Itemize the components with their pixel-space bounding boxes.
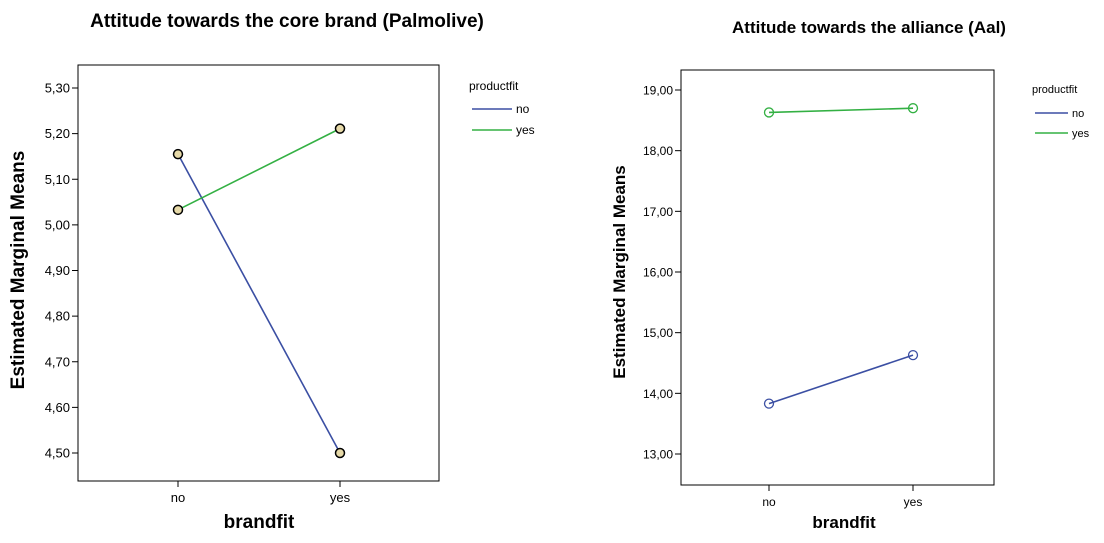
chart-1-legend: productfit no yes	[469, 79, 535, 137]
data-point-no	[172, 148, 184, 160]
chart-1-plot-area	[77, 64, 440, 482]
y-tick-label: 4,50	[45, 446, 70, 461]
y-tick-label: 4,70	[45, 354, 70, 369]
chart-2-legend-label-no: no	[1072, 108, 1084, 120]
y-tick-label: 5,10	[45, 172, 70, 187]
chart-1: Attitude towards the core brand (Palmoli…	[8, 11, 535, 533]
y-tick-label: 5,30	[45, 81, 70, 96]
y-tick-label: 5,00	[45, 217, 70, 232]
chart-1-title: Attitude towards the core brand (Palmoli…	[90, 11, 484, 32]
y-tick-label: 4,90	[45, 263, 70, 278]
y-tick-label: 17,00	[643, 205, 673, 219]
chart-2-plot-area	[680, 69, 995, 486]
data-point-no	[334, 447, 346, 459]
y-tick-label: 13,00	[643, 448, 673, 462]
data-point-yes	[907, 103, 919, 114]
data-point-yes	[763, 107, 775, 118]
chart-2: Attitude towards the alliance (Aal) 13,0…	[610, 18, 1090, 532]
chart-2-y-axis-label: Estimated Marginal Means	[610, 165, 629, 379]
data-point-no	[907, 349, 919, 361]
chart-2-title: Attitude towards the alliance (Aal)	[732, 18, 1006, 37]
chart-1-y-axis-label: Estimated Marginal Means	[8, 151, 29, 390]
y-tick-label: 15,00	[643, 326, 673, 340]
series-line-no	[177, 153, 341, 454]
chart-2-x-axis: no yes	[762, 485, 922, 509]
chart-1-legend-label-yes: yes	[516, 123, 535, 137]
chart-1-series	[172, 123, 346, 459]
data-point-no	[763, 398, 775, 409]
chart-2-legend-title: productfit	[1032, 84, 1077, 96]
chart-2-legend-label-yes: yes	[1072, 128, 1090, 140]
chart-2-y-axis: 13,00 14,00 15,00 16,00 17,00 18,00 19,00	[643, 84, 681, 462]
x-tick-label: yes	[904, 495, 923, 509]
chart-1-y-axis: 4,50 4,60 4,70 4,80 4,90 5,00 5,10 5,20 5,30	[45, 81, 78, 461]
data-point-yes	[172, 204, 184, 216]
chart-1-x-axis: no yes	[171, 481, 351, 505]
series-line-no	[768, 354, 914, 405]
chart-2-legend: productfit no yes	[1032, 84, 1090, 140]
chart-2-x-axis-label: brandfit	[812, 513, 876, 532]
chart-1-legend-title: productfit	[469, 79, 519, 93]
y-tick-label: 14,00	[643, 387, 673, 401]
y-tick-label: 4,60	[45, 400, 70, 415]
y-tick-label: 18,00	[643, 144, 673, 158]
y-tick-label: 16,00	[643, 266, 673, 280]
y-tick-label: 4,80	[45, 309, 70, 324]
chart-2-series	[763, 103, 919, 409]
series-line-yes	[177, 127, 341, 211]
y-tick-label: 5,20	[45, 126, 70, 141]
x-tick-label: no	[171, 490, 185, 505]
x-tick-label: no	[762, 495, 776, 509]
chart-1-legend-label-no: no	[516, 102, 530, 116]
x-tick-label: yes	[330, 490, 351, 505]
series-line-yes	[768, 107, 914, 114]
data-point-yes	[334, 123, 346, 134]
y-tick-label: 19,00	[643, 84, 673, 98]
chart-1-x-axis-label: brandfit	[224, 512, 295, 533]
